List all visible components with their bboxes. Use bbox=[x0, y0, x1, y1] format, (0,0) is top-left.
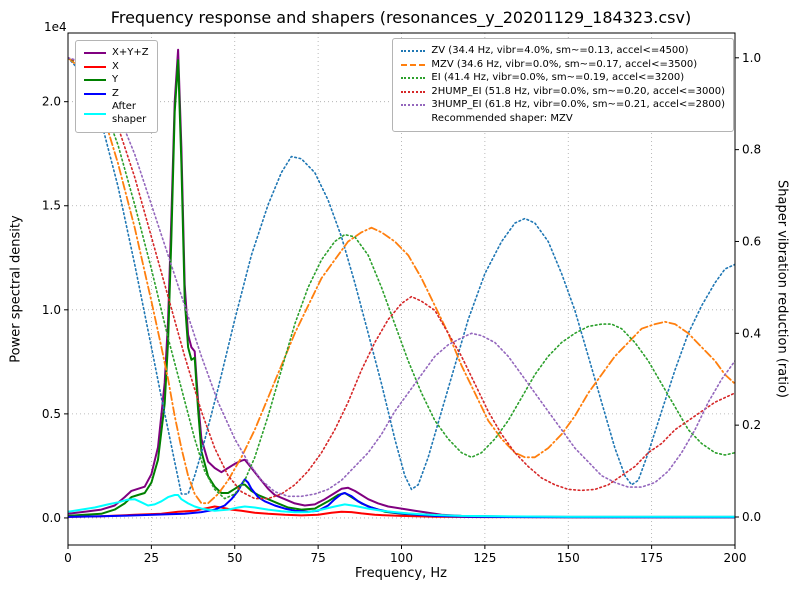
right-y-tick-label: 0.8 bbox=[742, 143, 761, 157]
x-tick-label: 100 bbox=[390, 551, 413, 565]
legend-line-swatch bbox=[84, 79, 106, 82]
legend-line-swatch bbox=[84, 52, 106, 55]
legend-line-swatch bbox=[401, 90, 426, 93]
x-tick-label: 125 bbox=[473, 551, 496, 565]
legend-item-label: X bbox=[112, 60, 119, 72]
chart-title: Frequency response and shapers (resonanc… bbox=[110, 8, 692, 27]
legend-line-swatch bbox=[401, 50, 426, 53]
legend-item-label: EI (41.4 Hz, vibr=0.0%, sm~=0.19, accel<… bbox=[431, 72, 685, 83]
right-y-tick-label: 0.4 bbox=[742, 326, 761, 340]
legend-shapers: ZV (34.4 Hz, vibr=4.0%, sm~=0.13, accel<… bbox=[392, 38, 734, 132]
psd-series-after-shaper bbox=[68, 494, 735, 518]
legend-item: EI (41.4 Hz, vibr=0.0%, sm~=0.19, accel<… bbox=[401, 72, 725, 85]
legend-item: Y bbox=[84, 74, 149, 87]
legend-item-label: Z bbox=[112, 87, 119, 99]
right-y-tick-label: 0.6 bbox=[742, 234, 761, 248]
legend-line-swatch bbox=[401, 63, 426, 66]
legend-line-swatch bbox=[84, 65, 106, 68]
legend-line-swatch bbox=[401, 104, 426, 107]
legend-empty-swatch bbox=[401, 118, 425, 120]
legend-item-label: ZV (34.4 Hz, vibr=4.0%, sm~=0.13, accel<… bbox=[431, 45, 689, 56]
legend-item: X+Y+Z bbox=[84, 47, 149, 60]
plot-border bbox=[67, 32, 736, 546]
shaper-series-mzv bbox=[68, 56, 735, 505]
legend-note: Recommended shaper: MZV bbox=[401, 113, 725, 126]
legend-item-label: X+Y+Z bbox=[112, 47, 149, 58]
right-y-axis-label: Shaper vibration reduction (ratio) bbox=[774, 180, 790, 398]
legend-line-swatch bbox=[84, 92, 106, 95]
left-y-tick-label: 0.5 bbox=[42, 407, 61, 421]
recommended-shaper-text: Recommended shaper: MZV bbox=[431, 112, 573, 124]
legend-psd: X+Y+Z X Y Z After shaper bbox=[75, 40, 158, 133]
x-tick-label: 25 bbox=[144, 551, 159, 565]
legend-item: X bbox=[84, 61, 149, 74]
legend-item: Z bbox=[84, 88, 149, 101]
series-group bbox=[68, 48, 735, 519]
left-y-tick-label: 1.0 bbox=[42, 303, 61, 317]
left-y-tick-label: 1.5 bbox=[42, 199, 61, 213]
x-tick-label: 150 bbox=[557, 551, 580, 565]
legend-item-label: 2HUMP_EI (51.8 Hz, vibr=0.0%, sm~=0.20, … bbox=[431, 85, 725, 97]
left-y-axis-label: Power spectral density bbox=[8, 215, 24, 363]
legend-line-swatch bbox=[401, 77, 426, 80]
legend-item: 3HUMP_EI (61.8 Hz, vibr=0.0%, sm~=0.21, … bbox=[401, 99, 725, 112]
left-y-tick-label: 0.0 bbox=[42, 511, 61, 525]
right-y-tick-label: 1.0 bbox=[742, 51, 761, 65]
right-y-tick-label: 0.0 bbox=[742, 510, 761, 524]
right-y-tick-label: 0.2 bbox=[742, 418, 761, 432]
x-tick-label: 175 bbox=[640, 551, 663, 565]
y-axis-offset-label: 1e4 bbox=[44, 20, 67, 34]
legend-item: ZV (34.4 Hz, vibr=4.0%, sm~=0.13, accel<… bbox=[401, 45, 725, 58]
legend-item: After shaper bbox=[84, 101, 149, 126]
legend-item-label: Y bbox=[112, 74, 119, 85]
legend-item: MZV (34.6 Hz, vibr=0.0%, sm~=0.17, accel… bbox=[401, 59, 725, 72]
legend-line-swatch bbox=[84, 112, 106, 115]
legend-item-label: After shaper bbox=[112, 101, 147, 125]
legend-item: 2HUMP_EI (51.8 Hz, vibr=0.0%, sm~=0.20, … bbox=[401, 86, 725, 99]
shaper-series-3hump-ei bbox=[68, 57, 735, 498]
x-tick-label: 200 bbox=[724, 551, 747, 565]
legend-item-label: MZV (34.6 Hz, vibr=0.0%, sm~=0.17, accel… bbox=[431, 58, 698, 70]
psd-series-x bbox=[68, 505, 735, 519]
shaper-series-zv bbox=[68, 57, 735, 495]
x-axis-label: Frequency, Hz bbox=[354, 566, 448, 581]
psd-series-x-y-z bbox=[68, 48, 735, 518]
legend-item-label: 3HUMP_EI (61.8 Hz, vibr=0.0%, sm~=0.21, … bbox=[431, 99, 725, 110]
shaper-series-2hump-ei bbox=[68, 57, 735, 500]
x-tick-label: 75 bbox=[310, 551, 325, 565]
x-tick-label: 50 bbox=[227, 551, 242, 565]
x-tick-label: 0 bbox=[64, 551, 72, 565]
left-y-tick-label: 2.0 bbox=[42, 95, 61, 109]
